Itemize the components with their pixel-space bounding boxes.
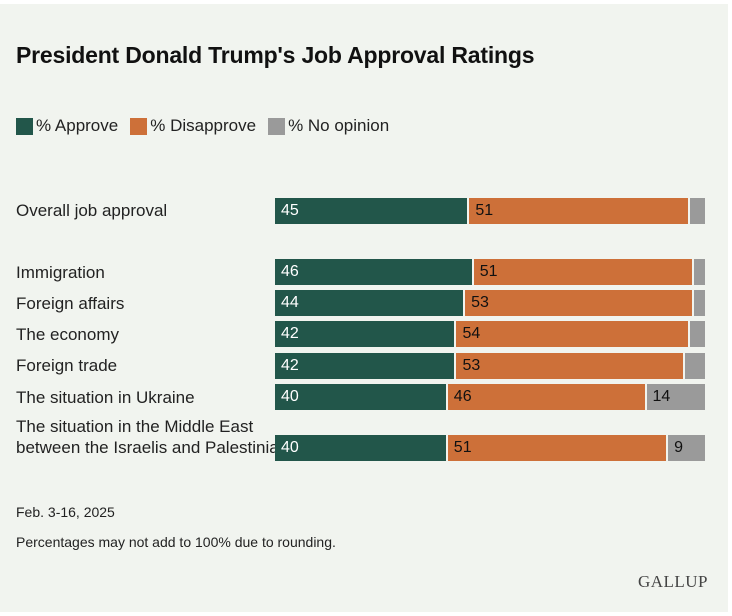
chart-legend: % Approve % Disapprove % No opinion [16, 116, 401, 136]
bar-economy-disapprove [456, 321, 690, 347]
bar-immigration-approve [275, 259, 474, 285]
legend-swatch-no-opinion [268, 117, 286, 135]
data-label-ukraine-approve: 40 [281, 388, 299, 405]
bar-middle-east-no-opinion [668, 435, 707, 461]
category-label-overall: Overall job approval [16, 201, 168, 220]
data-label-foreign-affairs-disapprove: 53 [471, 294, 489, 311]
bar-immigration-disapprove [473, 259, 695, 285]
bar-overall-approve [275, 198, 470, 224]
data-label-foreign-trade-approve: 42 [281, 357, 299, 374]
bar-ukraine-approve [275, 384, 448, 410]
category-label-ukraine: The situation in Ukraine [16, 388, 195, 407]
legend-label-no-opinion: % No opinion [288, 116, 390, 135]
bar-foreign-affairs-approve [275, 290, 466, 316]
bar-foreign-trade-disapprove [456, 353, 686, 379]
data-label-middle-east-no-opinion: 9 [674, 439, 684, 456]
bar-foreign-affairs-disapprove [465, 290, 695, 316]
survey-date: Feb. 3-16, 2025 [16, 504, 115, 520]
legend-label-approve: % Approve [36, 116, 119, 135]
category-label-middle-east: The situation in the Middle East between… [16, 417, 297, 457]
legend-label-disapprove: % Disapprove [150, 116, 257, 135]
bar-overall-disapprove [469, 198, 690, 224]
data-label-overall-approve: 45 [281, 202, 299, 219]
bar-middle-east-disapprove [447, 435, 669, 461]
data-label-ukraine-disapprove: 46 [453, 388, 472, 405]
bar-foreign-trade-approve [275, 353, 457, 379]
legend-item-approve: % Approve [16, 116, 118, 136]
data-label-immigration-approve: 46 [281, 263, 299, 280]
data-label-immigration-disapprove: 51 [479, 263, 498, 280]
gallup-logo: GALLUP [637, 572, 708, 591]
data-label-middle-east-disapprove: 51 [453, 439, 472, 456]
bar-foreign-trade-no-opinion [685, 353, 707, 379]
bar-ukraine-disapprove [447, 384, 647, 410]
legend-item-no-opinion: % No opinion [268, 116, 389, 136]
category-label-foreign-affairs: Foreign affairs [16, 294, 125, 313]
legend-item-disapprove: % Disapprove [130, 116, 256, 136]
bar-economy-no-opinion [689, 321, 707, 347]
data-label-foreign-affairs-approve: 44 [281, 294, 299, 311]
data-label-foreign-trade-disapprove: 53 [462, 357, 481, 374]
bar-immigration-no-opinion [694, 259, 707, 285]
rounding-note: Percentages may not add to 100% due to r… [16, 534, 336, 550]
chart-title: President Donald Trump's Job Approval Ra… [16, 42, 535, 68]
data-label-ukraine-no-opinion: 14 [652, 388, 671, 405]
bar-overall-no-opinion [689, 198, 707, 224]
bar-ukraine-no-opinion [646, 384, 707, 410]
legend-swatch-approve [16, 117, 33, 135]
category-label-foreign-trade: Foreign trade [16, 356, 118, 375]
bar-middle-east-approve [275, 435, 448, 461]
bar-economy-approve [275, 321, 457, 347]
data-label-middle-east-approve: 40 [281, 439, 299, 456]
bar-foreign-affairs-no-opinion [694, 290, 707, 316]
category-label-immigration: Immigration [16, 263, 105, 282]
data-label-economy-disapprove: 54 [462, 325, 481, 342]
data-label-overall-disapprove: 51 [475, 202, 494, 219]
chart-card: President Donald Trump's Job Approval Ra… [0, 4, 728, 612]
data-label-economy-approve: 42 [281, 325, 299, 342]
legend-swatch-disapprove [130, 117, 148, 135]
category-label-economy: The economy [16, 325, 119, 344]
